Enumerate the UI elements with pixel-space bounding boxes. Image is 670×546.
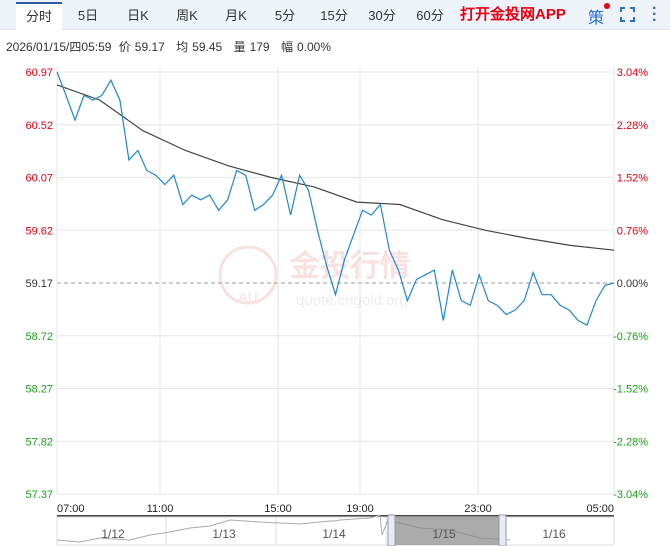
volume-label: 量 [233, 40, 246, 54]
tab-monthly-k[interactable]: 月K [225, 8, 247, 23]
tab-60min[interactable]: 60分 [416, 8, 444, 23]
y-tick-label: 58.27 [25, 384, 53, 396]
navigator-date-label: 1/15 [432, 527, 456, 541]
navigator[interactable]: 1/12 1/13 1/14 1/15 1/16 [56, 514, 615, 546]
y-tick-label: 57.37 [25, 489, 53, 501]
y-pct-tick-label: -0.76% [613, 331, 648, 343]
volume-value: 179 [249, 40, 270, 54]
tab-5min[interactable]: 5分 [274, 8, 296, 23]
navigator-date-label: 1/12 [101, 527, 125, 541]
tab-daily-k[interactable]: 日K [127, 8, 149, 23]
y-tick-label: 59.62 [25, 225, 53, 237]
tab-15min[interactable]: 15分 [320, 8, 348, 23]
watermark-brand: 金投行情 [289, 249, 410, 283]
avg-label: 均 [176, 40, 189, 54]
y-tick-label: 57.82 [25, 436, 53, 448]
navigator-handle-left[interactable] [387, 514, 396, 546]
y-pct-tick-label: -3.04% [613, 489, 648, 501]
watermark: AU 金投行情 quote.cngold.org [218, 245, 410, 309]
price-value: 59.17 [134, 40, 165, 54]
price-label: 价 [118, 40, 131, 54]
y-tick-label: 60.07 [25, 173, 53, 185]
strategy-button[interactable]: 策 [588, 10, 605, 27]
fullscreen-icon[interactable] [620, 7, 635, 22]
avg-value: 59.45 [192, 40, 223, 54]
y-pct-tick-label: 1.52% [617, 173, 648, 185]
x-tick-label: 19:00 [346, 503, 374, 515]
watermark-logo: AU [238, 289, 257, 305]
navigator-date-label: 1/14 [322, 527, 346, 541]
tab-intraday[interactable]: 分时 [16, 2, 62, 30]
y-tick-label: 60.97 [25, 67, 53, 79]
y-tick-label: 60.52 [25, 120, 53, 132]
navigator-handle-right[interactable] [498, 514, 507, 546]
x-tick-label: 23:00 [464, 503, 492, 515]
watermark-url: quote.cngold.org [296, 292, 408, 309]
y-pct-tick-label: -1.52% [613, 384, 648, 396]
navigator-selection[interactable] [394, 517, 500, 545]
notification-dot [604, 3, 610, 9]
average-price-line [56, 84, 615, 251]
x-tick-label: 05:00 [586, 503, 614, 515]
y-pct-tick-label: 2.28% [617, 120, 648, 132]
y-pct-tick-label: 0.76% [617, 225, 648, 237]
tab-5day[interactable]: 5日 [77, 8, 99, 23]
x-tick-label: 15:00 [264, 503, 292, 515]
y-pct-tick-label: 0.00% [617, 278, 648, 290]
change-value: 0.00% [296, 40, 331, 54]
tab-30min[interactable]: 30分 [368, 8, 396, 23]
price-line [56, 71, 615, 327]
period-tabs: 分时 5日 日K 周K 月K 5分 15分 30分 60分 打开金投网APP 策… [0, 0, 670, 30]
y-pct-tick-label: 3.04% [617, 67, 648, 79]
open-app-link[interactable]: 打开金投网APP [460, 6, 566, 23]
navigator-date-label: 1/16 [542, 527, 566, 541]
datetime: 2026/01/15/四05:59 [6, 40, 112, 54]
navigator-date-label: 1/13 [212, 527, 236, 541]
change-label: 幅 [280, 40, 293, 54]
more-menu-icon[interactable]: · · · [652, 0, 658, 29]
quote-info-bar: 2026/01/15/四05:59 价 59.17 均 59.45 量 179 幅 0.… [6, 38, 335, 55]
x-tick-label: 07:00 [57, 503, 85, 515]
y-tick-label: 59.17 [25, 278, 53, 290]
y-tick-label: 58.72 [25, 331, 53, 343]
tab-weekly-k[interactable]: 周K [176, 8, 198, 23]
y-pct-tick-label: -2.28% [613, 436, 648, 448]
x-tick-label: 11:00 [147, 503, 174, 515]
